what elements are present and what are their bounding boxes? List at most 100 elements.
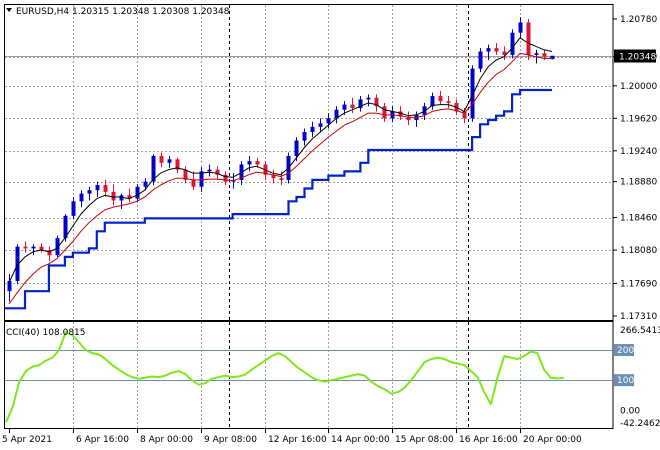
candle-body[interactable] bbox=[207, 169, 212, 172]
period-separators bbox=[229, 5, 469, 428]
symbol-title: EURUSD,H4 bbox=[16, 7, 69, 17]
candle-body[interactable] bbox=[502, 51, 507, 55]
candle-body[interactable] bbox=[334, 109, 339, 119]
candle-body[interactable] bbox=[79, 193, 84, 202]
candle-body[interactable] bbox=[95, 185, 100, 191]
price-tick-label: 1.20000 bbox=[620, 82, 657, 92]
cci-tick-label: 266.5413 bbox=[620, 326, 660, 336]
candle-body[interactable] bbox=[494, 48, 499, 52]
lower-band-line bbox=[5, 88, 552, 310]
candle-body[interactable] bbox=[55, 238, 60, 256]
price-tick-label: 1.18080 bbox=[620, 246, 657, 256]
candle-body[interactable] bbox=[518, 22, 523, 33]
time-tick-label: 6 Apr 16:00 bbox=[76, 435, 129, 445]
current-price-label: 1.20348 bbox=[619, 53, 656, 63]
candle-body[interactable] bbox=[470, 68, 475, 119]
candle-body[interactable] bbox=[310, 126, 315, 132]
cci-level-tag bbox=[614, 374, 634, 387]
symbol-header: EURUSD,H4 1.20315 1.20348 1.20308 1.2034… bbox=[6, 7, 230, 17]
candle-body[interactable] bbox=[350, 104, 355, 109]
candle-body[interactable] bbox=[215, 169, 220, 175]
candle-body[interactable] bbox=[271, 174, 276, 179]
candle-body[interactable] bbox=[382, 106, 387, 119]
current-price-tag bbox=[614, 49, 656, 63]
ma-fast-line bbox=[8, 37, 553, 283]
price-tick-label: 1.18880 bbox=[620, 178, 657, 188]
cci-tick-label: 200 bbox=[617, 346, 634, 356]
price-tick-label: 1.19620 bbox=[620, 114, 657, 124]
cci-panel[interactable] bbox=[5, 331, 612, 423]
candle-body[interactable] bbox=[542, 53, 547, 57]
candle-body[interactable] bbox=[446, 101, 451, 103]
candle-body[interactable] bbox=[87, 190, 92, 194]
price-tick-label: 1.17310 bbox=[620, 312, 657, 322]
cci-grid bbox=[73, 322, 521, 428]
candle-body[interactable] bbox=[294, 140, 299, 156]
candle-body[interactable] bbox=[302, 131, 307, 141]
candle-body[interactable] bbox=[103, 185, 108, 192]
candle-body[interactable] bbox=[159, 155, 164, 163]
candle-body[interactable] bbox=[143, 181, 148, 187]
price-panel[interactable] bbox=[5, 17, 612, 310]
candle-body[interactable] bbox=[438, 96, 443, 102]
candle-body[interactable] bbox=[15, 246, 20, 281]
candle-body[interactable] bbox=[279, 178, 284, 180]
candle-body[interactable] bbox=[71, 201, 76, 216]
time-tick-label: 9 Apr 08:00 bbox=[204, 435, 257, 445]
candle-body[interactable] bbox=[63, 215, 68, 239]
candle-body[interactable] bbox=[47, 250, 52, 256]
time-tick-label: 12 Apr 16:00 bbox=[268, 435, 327, 445]
ohlc-readout: 1.20315 1.20348 1.20308 1.20348 bbox=[72, 7, 230, 17]
cci-level-tag bbox=[614, 344, 634, 357]
ma-slow-line bbox=[8, 52, 552, 305]
candle-body[interactable] bbox=[342, 104, 347, 110]
price-tick-label: 1.20780 bbox=[620, 15, 657, 25]
candle-body[interactable] bbox=[406, 116, 411, 120]
time-tick-label: 8 Apr 00:00 bbox=[140, 435, 193, 445]
cci-title: CCI(40) 108.0815 bbox=[6, 328, 86, 338]
time-tick-label: 15 Apr 08:00 bbox=[395, 435, 454, 445]
candle-body[interactable] bbox=[550, 55, 555, 60]
price-tick-label: 1.18460 bbox=[620, 214, 657, 224]
candle-body[interactable] bbox=[255, 161, 260, 165]
candle-body[interactable] bbox=[318, 123, 323, 127]
candle-body[interactable] bbox=[223, 174, 228, 182]
time-tick-label: 14 Apr 00:00 bbox=[331, 435, 390, 445]
candle-body[interactable] bbox=[119, 195, 124, 201]
candle-body[interactable] bbox=[478, 51, 483, 69]
candle-body[interactable] bbox=[374, 97, 379, 107]
candle-body[interactable] bbox=[175, 159, 180, 170]
candle-body[interactable] bbox=[111, 191, 116, 201]
candle-body[interactable] bbox=[191, 179, 196, 187]
candle-body[interactable] bbox=[462, 111, 467, 119]
candle-body[interactable] bbox=[151, 155, 156, 182]
candle-body[interactable] bbox=[510, 32, 515, 55]
cci-tick-label: 100 bbox=[617, 376, 634, 386]
candle-body[interactable] bbox=[534, 53, 539, 55]
candle-body[interactable] bbox=[167, 159, 172, 163]
candle-body[interactable] bbox=[430, 96, 435, 107]
chevron-down-icon[interactable] bbox=[6, 8, 12, 12]
candle-body[interactable] bbox=[199, 171, 204, 187]
candle-body[interactable] bbox=[326, 118, 331, 124]
time-tick-label: 20 Apr 00:00 bbox=[523, 435, 582, 445]
candle-body[interactable] bbox=[247, 161, 252, 165]
candle-body[interactable] bbox=[39, 246, 44, 251]
candle-body[interactable] bbox=[398, 111, 403, 117]
candle-body[interactable] bbox=[135, 186, 140, 199]
price-panel-frame bbox=[4, 4, 614, 321]
candle-body[interactable] bbox=[7, 280, 12, 292]
candle-body[interactable] bbox=[526, 22, 531, 55]
candle-body[interactable] bbox=[183, 169, 188, 180]
candle-body[interactable] bbox=[23, 246, 28, 249]
candle-body[interactable] bbox=[486, 48, 491, 52]
candle-body[interactable] bbox=[358, 99, 363, 109]
time-tick-label: 16 Apr 16:00 bbox=[459, 435, 518, 445]
candle-body[interactable] bbox=[366, 97, 371, 100]
cci-tick-label: 0.00 bbox=[620, 406, 640, 416]
candle-body[interactable] bbox=[127, 195, 132, 199]
candle-body[interactable] bbox=[31, 246, 36, 249]
